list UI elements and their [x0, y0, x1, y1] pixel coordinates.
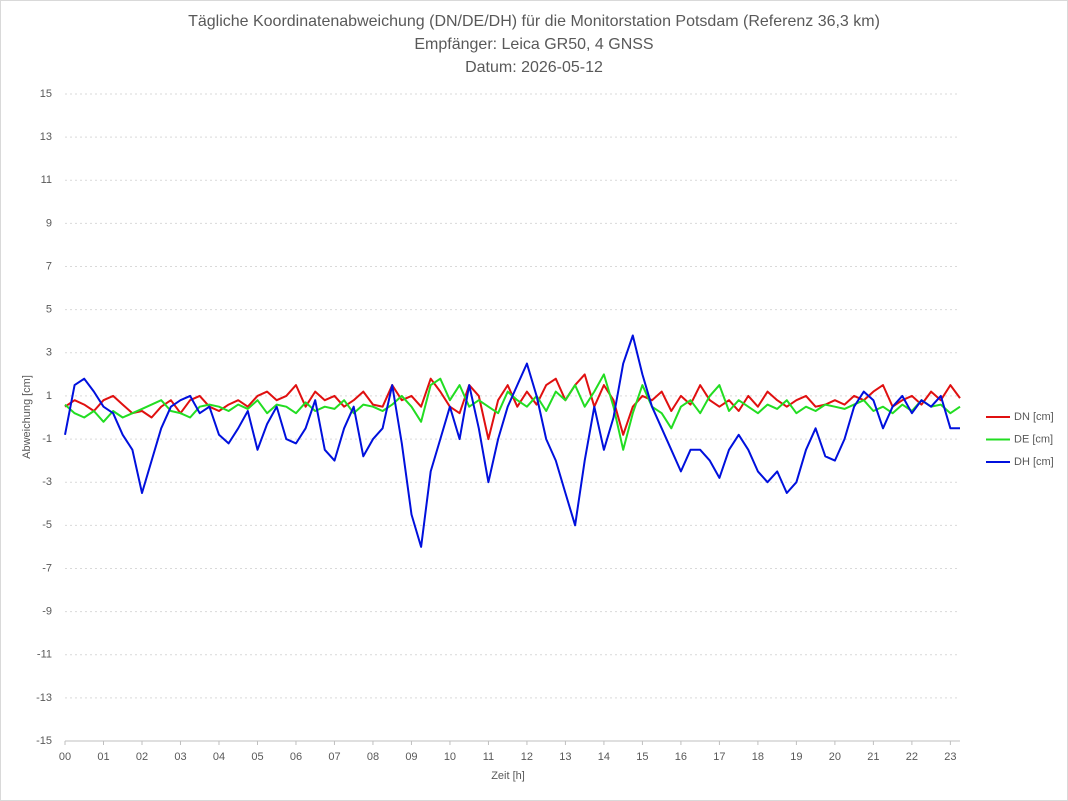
x-tick-label: 14: [598, 751, 610, 763]
y-tick-label: 9: [46, 217, 52, 229]
chart-title: Tägliche Koordinatenabweichung (DN/DE/DH…: [188, 13, 880, 30]
x-tick-label: 11: [483, 751, 494, 763]
x-tick-label: 15: [636, 751, 648, 763]
x-tick-label: 07: [328, 751, 340, 763]
x-tick-label: 01: [97, 751, 109, 763]
x-tick-label: 16: [675, 751, 687, 763]
y-tick-label: 15: [40, 88, 52, 100]
x-tick-label: 13: [559, 751, 571, 763]
y-tick-label: 7: [46, 260, 52, 272]
legend-label: DE [cm]: [1014, 433, 1053, 445]
legend-label: DN [cm]: [1014, 411, 1054, 423]
y-tick-label: -7: [42, 562, 52, 574]
x-tick-label: 20: [829, 751, 841, 763]
y-tick-label: -11: [37, 649, 52, 661]
y-axis-label: Abweichung [cm]: [21, 375, 33, 459]
y-tick-label: 3: [46, 347, 52, 359]
x-tick-label: 03: [174, 751, 186, 763]
y-tick-label: -5: [42, 519, 52, 531]
x-tick-label: 06: [290, 751, 302, 763]
y-tick-label: -9: [42, 606, 52, 618]
y-tick-label: 1: [46, 390, 52, 402]
x-axis-label: Zeit [h]: [491, 770, 525, 782]
y-tick-label: -3: [42, 476, 52, 488]
y-tick-label: -13: [36, 692, 52, 704]
x-tick-label: 08: [367, 751, 379, 763]
y-tick-label: -15: [36, 735, 52, 747]
x-tick-label: 17: [713, 751, 725, 763]
data-line: [64, 334, 960, 548]
legend-label: DH [cm]: [1014, 456, 1054, 468]
x-tick-label: 12: [521, 751, 533, 763]
y-tick-label: 5: [46, 304, 52, 316]
x-tick-label: 18: [752, 751, 764, 763]
y-tick-label: 13: [40, 131, 52, 143]
x-tick-label: 05: [251, 751, 263, 763]
x-tick-label: 10: [444, 751, 456, 763]
chart-date: Datum: 2026-05-12: [465, 59, 603, 76]
x-tick-label: 02: [136, 751, 148, 763]
x-tick-label: 22: [906, 751, 918, 763]
chart-subtitle: Empfänger: Leica GR50, 4 GNSS: [414, 36, 653, 53]
y-tick-label: -1: [42, 433, 52, 445]
x-tick-label: 19: [790, 751, 802, 763]
x-tick-label: 04: [213, 751, 225, 763]
x-tick-label: 21: [867, 751, 879, 763]
x-tick-label: 23: [944, 751, 956, 763]
x-tick-label: 00: [59, 751, 71, 763]
y-tick-label: 11: [41, 174, 52, 186]
x-tick-label: 09: [405, 751, 417, 763]
